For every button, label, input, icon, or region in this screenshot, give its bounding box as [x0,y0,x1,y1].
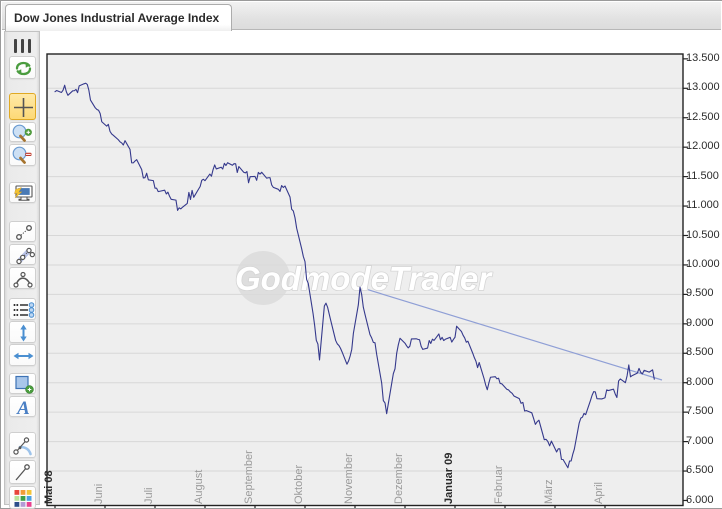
svg-text:GodmodeTrader: GodmodeTrader [235,260,493,297]
